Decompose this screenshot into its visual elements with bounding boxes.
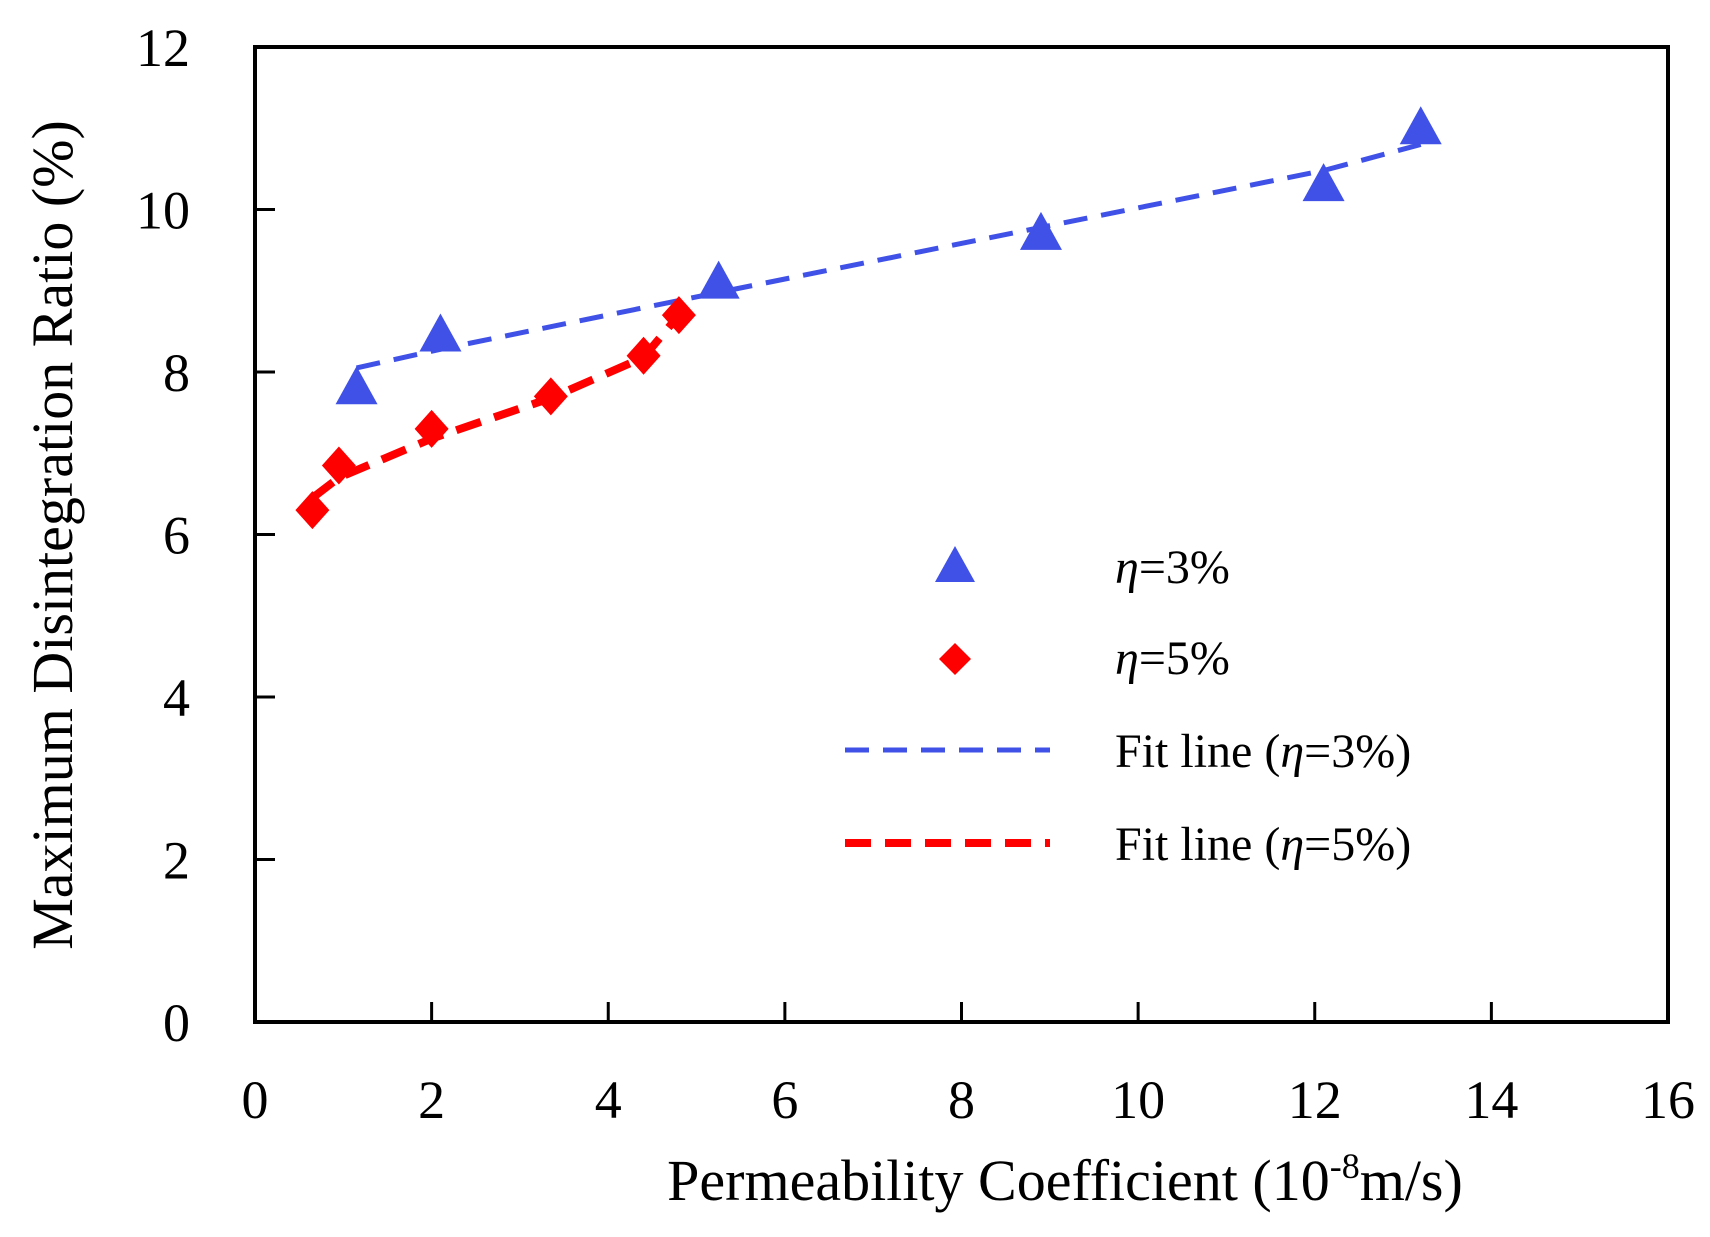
- triangle-marker: [419, 313, 462, 352]
- x-tick-label: 10: [1111, 1070, 1165, 1130]
- diamond-marker: [626, 336, 661, 375]
- y-tick-label: 4: [163, 668, 190, 728]
- legend-label-eta3: η=3%: [1115, 541, 1230, 594]
- x-tick-label: 2: [418, 1070, 445, 1130]
- legend: η=3% η=5% Fit line (η=3%) Fit line (η=5%…: [845, 541, 1411, 871]
- fit-line-eta5: [309, 312, 682, 502]
- triangle-marker: [1302, 163, 1345, 202]
- y-tick-label: 12: [136, 18, 190, 78]
- x-tick-label: 8: [948, 1070, 975, 1130]
- x-tick-label: 4: [595, 1070, 622, 1130]
- y-tick-label: 10: [136, 181, 190, 241]
- y-tick-label: 6: [163, 506, 190, 566]
- legend-label-eta5: η=5%: [1115, 632, 1230, 685]
- y-tick-label: 2: [163, 831, 190, 891]
- triangle-marker: [697, 260, 740, 299]
- data-markers: [295, 106, 1442, 530]
- y-axis-title: Maximum Disintegration Ratio (%): [20, 120, 85, 950]
- x-axis-title: Permeability Coefficient (10-8m/s): [667, 1146, 1463, 1213]
- legend-label-fit-eta5: Fit line (η=5%): [1115, 818, 1411, 871]
- diamond-marker: [321, 446, 356, 485]
- plot-area-frame: [253, 45, 1670, 1024]
- legend-triangle-marker: [935, 546, 975, 582]
- y-tick-label: 8: [163, 343, 190, 403]
- x-tick-label: 16: [1641, 1070, 1695, 1130]
- x-tick-label: 0: [242, 1070, 269, 1130]
- fit-line-eta3: [356, 142, 1422, 371]
- x-tick-label: 12: [1288, 1070, 1342, 1130]
- triangle-marker: [1399, 106, 1442, 145]
- triangle-marker: [335, 366, 378, 405]
- diamond-marker: [295, 491, 330, 530]
- diamond-marker: [533, 377, 568, 416]
- x-axis-title-main: Permeability Coefficient (10: [667, 1148, 1330, 1213]
- fit-lines: [309, 142, 1422, 502]
- x-tick-label: 6: [771, 1070, 798, 1130]
- y-tick-label: 0: [163, 993, 190, 1053]
- triangle-marker: [1019, 211, 1062, 250]
- x-axis-title-exponent: -8: [1330, 1146, 1360, 1186]
- x-tick-label: 14: [1464, 1070, 1518, 1130]
- axis-ticks: 0 2 4 6 8 10 12 14 16 0 2 4 6 8 10 12: [136, 18, 1695, 1130]
- legend-diamond-marker: [939, 643, 971, 675]
- legend-label-fit-eta3: Fit line (η=3%): [1115, 725, 1411, 778]
- diamond-marker: [414, 409, 449, 448]
- x-axis-title-unit: m/s): [1360, 1148, 1463, 1213]
- diamond-marker: [661, 296, 696, 335]
